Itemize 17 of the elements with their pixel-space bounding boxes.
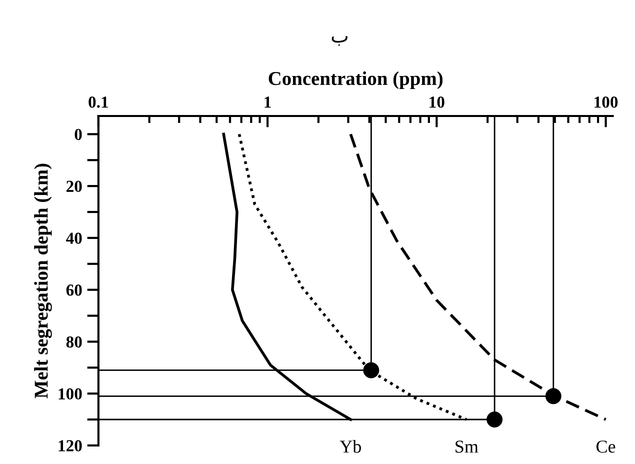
chart-title: ب — [332, 36, 348, 46]
y-tick-label: 120 — [58, 440, 82, 452]
annotation: Ce — [596, 440, 616, 453]
x-tick-label: 1 — [264, 96, 271, 108]
y-tick-label: 0 — [74, 128, 82, 140]
y-tick-label: 20 — [66, 180, 82, 192]
x-tick-label: 0.1 — [88, 96, 108, 108]
annotation: Yb — [340, 440, 361, 453]
y-tick-label: 80 — [66, 336, 82, 348]
y-tick-label: 100 — [58, 388, 82, 400]
y-axis-title: Melt segregation depth (km) — [34, 164, 52, 398]
annotation: Sm — [456, 440, 478, 453]
x-tick-label: 100 — [594, 96, 618, 108]
y-tick-label: 60 — [66, 284, 82, 296]
y-tick-label: 40 — [66, 232, 82, 244]
x-axis-title: Concentration (ppm) — [268, 71, 443, 90]
x-tick-label: 10 — [430, 96, 444, 108]
